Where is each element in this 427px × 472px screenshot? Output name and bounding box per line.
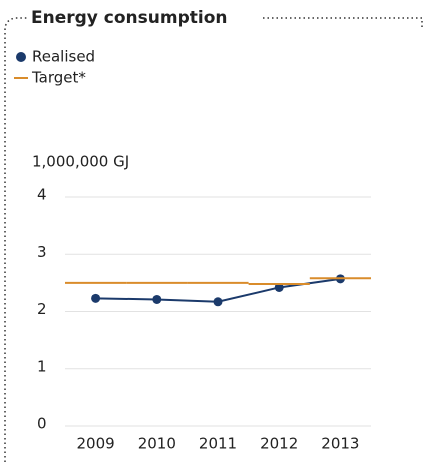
y-axis-label: 1,000,000 GJ <box>32 153 129 171</box>
realised-point <box>152 294 162 304</box>
realised-point <box>213 297 223 307</box>
legend-swatch <box>16 52 26 62</box>
x-tick-label: 2013 <box>321 435 359 453</box>
realised-point <box>274 282 284 292</box>
chart-title: Energy consumption <box>31 8 228 28</box>
x-tick-label: 2012 <box>260 435 298 453</box>
legend-label: Target* <box>31 69 86 87</box>
realised-point <box>91 293 101 303</box>
y-tick-label: 0 <box>37 415 47 433</box>
y-tick-label: 2 <box>37 300 47 318</box>
y-tick-label: 4 <box>37 186 47 204</box>
y-tick-label: 3 <box>37 243 47 261</box>
x-tick-label: 2009 <box>77 435 115 453</box>
legend-label: Realised <box>32 48 95 66</box>
y-tick-label: 1 <box>37 357 47 375</box>
x-tick-label: 2011 <box>199 435 237 453</box>
frame <box>4 17 423 462</box>
x-tick-label: 2010 <box>138 435 176 453</box>
